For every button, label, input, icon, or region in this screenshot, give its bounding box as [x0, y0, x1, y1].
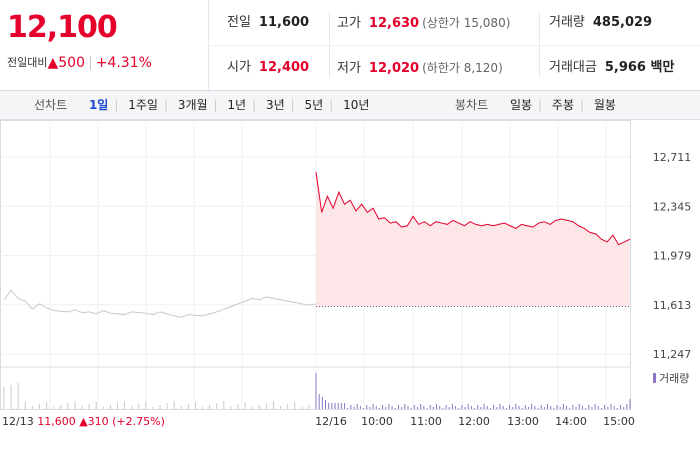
x-tick-label: 15:00	[603, 415, 635, 428]
open-value: 12,400	[258, 60, 310, 75]
tab-3year[interactable]: 3년	[265, 98, 285, 112]
tab-weekly-candle[interactable]: 주봉	[551, 98, 575, 112]
x-axis-labels: 12/13 11,600 ▲310 (+2.75%) 12/16 10:00 11:0…	[2, 415, 635, 428]
open-label: 시가	[227, 60, 251, 75]
y-tick-label: 11,613	[653, 299, 692, 312]
upper-limit: (상한가 15,080)	[422, 16, 511, 30]
volume: 거래량 485,029	[549, 1, 652, 45]
prev-day-line	[3, 289, 317, 318]
quote-details: 전일 11,600 고가 12,630 (상한가 15,080) 거래량 485,029…	[209, 0, 700, 90]
quote-header: 12,100 전일대비▲500 | +4.31% 전일 11,600 고가 12,630…	[0, 0, 700, 91]
line-chart-title: 선차트	[34, 98, 68, 112]
low-price: 저가 12,020 (하한가 8,120)	[337, 46, 503, 90]
volume-label: 거래량	[549, 15, 585, 30]
tab-monthly-candle[interactable]: 월봉	[593, 98, 616, 112]
amount-value: 5,966 백만	[604, 60, 675, 75]
volume-value: 485,029	[592, 15, 653, 30]
y-tick-label: 12,345	[653, 200, 692, 213]
volume-bars: 거래량	[3, 372, 689, 409]
prev-close-label: 전일	[227, 15, 251, 30]
x-tick-label: 10:00	[361, 415, 393, 428]
y-tick-label: 11,979	[653, 250, 692, 263]
amount-label: 거래대금	[549, 60, 597, 75]
prev-day-series	[3, 289, 317, 318]
divider: |	[88, 55, 93, 71]
price-chart: 12,711 12,345 11,979 11,613 11,247 거래량 12/13…	[0, 120, 692, 428]
line-chart-tabs: 선차트 1일 | 1주일 | 3개월 | 1년 | 3년 | 5년 | 10년	[34, 91, 375, 119]
today-series	[315, 171, 631, 246]
tab-daily-candle[interactable]: 일봉	[509, 98, 533, 112]
change-percent: +4.31%	[95, 55, 152, 71]
tab-10year[interactable]: 10년	[343, 98, 370, 112]
lower-limit: (하한가 8,120)	[422, 61, 503, 75]
x-tick-label: 12/16	[315, 415, 347, 428]
chart-period-tabs: 선차트 1일 | 1주일 | 3개월 | 1년 | 3년 | 5년 | 10년 봉차트 일봉…	[0, 91, 700, 120]
price-box: 12,100 전일대비▲500 | +4.31%	[0, 0, 209, 90]
today-line	[315, 171, 631, 307]
trade-amount: 거래대금 5,966 백만	[549, 46, 674, 90]
prev-close-value: 11,600	[258, 15, 310, 30]
open-price: 시가 12,400	[227, 46, 309, 90]
tab-1day[interactable]: 1일	[88, 98, 109, 112]
change-value: 500	[58, 55, 85, 71]
current-price: 12,100	[7, 10, 118, 45]
x-tick-label: 11:00	[410, 415, 442, 428]
volume-legend-label: 거래량	[659, 372, 689, 385]
x-tick-label: 12:00	[458, 415, 490, 428]
high-label: 고가	[337, 16, 361, 31]
low-label: 저가	[337, 61, 361, 76]
low-value: 12,020	[368, 61, 420, 76]
price-change: 전일대비▲500 | +4.31%	[7, 54, 152, 71]
up-arrow-icon: ▲	[47, 55, 59, 71]
high-value: 12,630	[368, 16, 420, 31]
prev-close: 전일 11,600	[227, 1, 309, 45]
tab-1year[interactable]: 1년	[227, 98, 247, 112]
tab-5year[interactable]: 5년	[304, 98, 324, 112]
change-label: 전일대비	[7, 56, 48, 69]
today-area	[316, 171, 630, 307]
tab-3month[interactable]: 3개월	[177, 98, 208, 112]
y-axis-labels: 12,711 12,345 11,979 11,613 11,247	[653, 151, 692, 361]
divider	[209, 45, 700, 46]
candle-chart-title: 봉차트	[455, 98, 489, 112]
high-price: 고가 12,630 (상한가 15,080)	[337, 1, 510, 45]
prev-day-info: 12/13 11,600 ▲310 (+2.75%)	[2, 415, 165, 428]
x-tick-label: 13:00	[507, 415, 539, 428]
x-tick-label: 14:00	[555, 415, 587, 428]
y-tick-label: 12,711	[653, 151, 692, 164]
tab-1week[interactable]: 1주일	[128, 98, 158, 112]
candle-chart-tabs: 봉차트 일봉 | 주봉 | 월봉	[455, 91, 622, 119]
volume-legend-swatch	[653, 373, 656, 383]
y-tick-label: 11,247	[653, 348, 692, 361]
